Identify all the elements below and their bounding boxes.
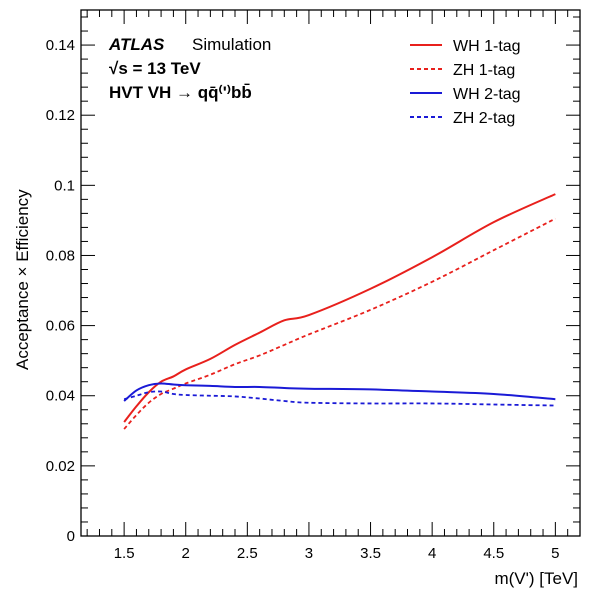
legend: WH 1-tag ZH 1-tag WH 2-tag ZH 2-tag <box>410 38 521 127</box>
legend-label-wh-2-tag: WH 2-tag <box>453 86 521 103</box>
x-tick-label: 4.5 <box>483 545 504 562</box>
process-label: HVT VH → qq̄⁽'⁾bb̄ <box>109 83 252 102</box>
x-axis-title: m(V') [TeV] <box>494 569 578 588</box>
y-tick-label: 0.06 <box>46 318 75 335</box>
x-tick-label: 1.5 <box>114 545 135 562</box>
plot-frame <box>80 9 581 537</box>
series-lines <box>123 193 556 430</box>
y-tick-label: 0 <box>67 528 75 545</box>
x-tick-label: 3.5 <box>360 545 381 562</box>
y-tick-label: 0.02 <box>46 458 75 475</box>
tick-labels: 1.5 2 2.5 3 3.5 4 4.5 5 0 0.02 0.04 0.06 0.08 0.1 0.12… <box>46 37 560 562</box>
x-tick-label: 2 <box>182 545 190 562</box>
experiment-label: ATLAS <box>108 35 165 54</box>
series-line-wh-2-tag <box>123 382 556 402</box>
x-tick-label: 2.5 <box>237 545 258 562</box>
energy-label: √s = 13 TeV <box>109 59 201 78</box>
x-tick-label: 3 <box>305 545 313 562</box>
legend-label-wh-1-tag: WH 1-tag <box>453 38 521 55</box>
simulation-label: Simulation <box>192 35 271 54</box>
legend-label-zh-2-tag: ZH 2-tag <box>453 110 515 127</box>
y-tick-label: 0.14 <box>46 37 75 54</box>
y-tick-label: 0.1 <box>54 177 75 194</box>
series-line-wh-1-tag <box>123 193 556 423</box>
legend-label-zh-1-tag: ZH 1-tag <box>453 62 515 79</box>
y-tick-label: 0.04 <box>46 388 75 405</box>
y-tick-label: 0.12 <box>46 107 75 124</box>
y-axis-title: Acceptance × Efficiency <box>13 189 32 370</box>
y-tick-label: 0.08 <box>46 247 75 264</box>
x-tick-label: 4 <box>428 545 436 562</box>
series-line-zh-2-tag <box>123 390 556 407</box>
x-tick-label: 5 <box>551 545 559 562</box>
axis-ticks <box>81 10 581 537</box>
annotation-block: ATLAS Simulation √s = 13 TeV HVT VH → qq… <box>108 35 271 102</box>
series-line-zh-1-tag <box>123 217 556 430</box>
